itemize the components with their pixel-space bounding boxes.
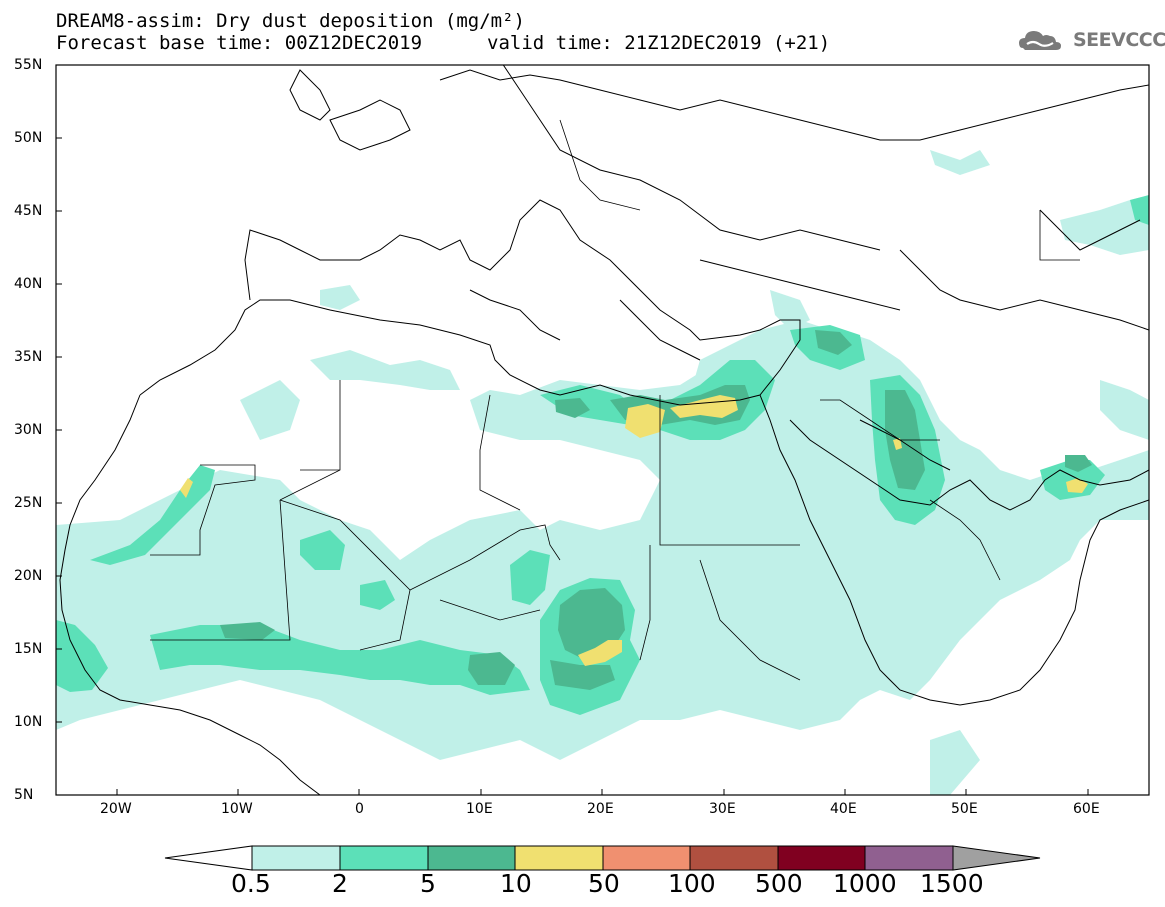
lon-ticks xyxy=(116,789,1089,795)
colorbar-label: 5 xyxy=(420,869,436,898)
country-borders xyxy=(150,119,1080,681)
lat-label: 20N xyxy=(14,568,43,584)
lon-label: 10W xyxy=(221,801,253,817)
colorbar-label: 500 xyxy=(755,869,803,898)
lon-label: 50E xyxy=(951,801,978,817)
lon-label: 20W xyxy=(100,801,132,817)
lon-label: 20E xyxy=(587,801,614,817)
valid-time: valid time: 21Z12DEC2019 (+21) xyxy=(487,32,831,54)
lat-label: 25N xyxy=(14,495,43,511)
lat-label: 15N xyxy=(14,641,43,657)
colorbar-label: 0.5 xyxy=(231,869,271,898)
lat-label: 10N xyxy=(14,714,43,730)
colorbar-label: 1000 xyxy=(833,869,897,898)
lon-label: 0 xyxy=(355,801,364,817)
lon-label: 30E xyxy=(709,801,736,817)
colorbar xyxy=(164,845,1041,871)
colorbar-label: 100 xyxy=(668,869,716,898)
cloud-logo-icon xyxy=(1019,31,1061,50)
lat-label: 55N xyxy=(14,57,43,73)
colorbar-label: 10 xyxy=(500,869,532,898)
forecast-base-time: Forecast base time: 00Z12DEC2019 xyxy=(56,32,423,54)
colorbar-label: 2 xyxy=(332,869,348,898)
lat-label: 5N xyxy=(14,787,34,803)
lat-label: 45N xyxy=(14,203,43,219)
lat-label: 50N xyxy=(14,130,43,146)
level-10 xyxy=(180,395,1088,666)
colorbar-label: 1500 xyxy=(920,869,984,898)
lat-label: 30N xyxy=(14,422,43,438)
lon-label: 40E xyxy=(830,801,857,817)
logo-text: SEEVCCC xyxy=(1073,29,1165,51)
lat-ticks xyxy=(56,64,62,796)
dust-deposition-field xyxy=(56,65,1149,795)
lon-label: 10E xyxy=(466,801,493,817)
colorbar-label: 50 xyxy=(588,869,620,898)
lat-label: 35N xyxy=(14,349,43,365)
coastlines xyxy=(59,65,1149,795)
lon-label: 60E xyxy=(1073,801,1100,817)
lat-label: 40N xyxy=(14,276,43,292)
map-title: DREAM8-assim: Dry dust deposition (mg/m²… xyxy=(56,10,525,32)
